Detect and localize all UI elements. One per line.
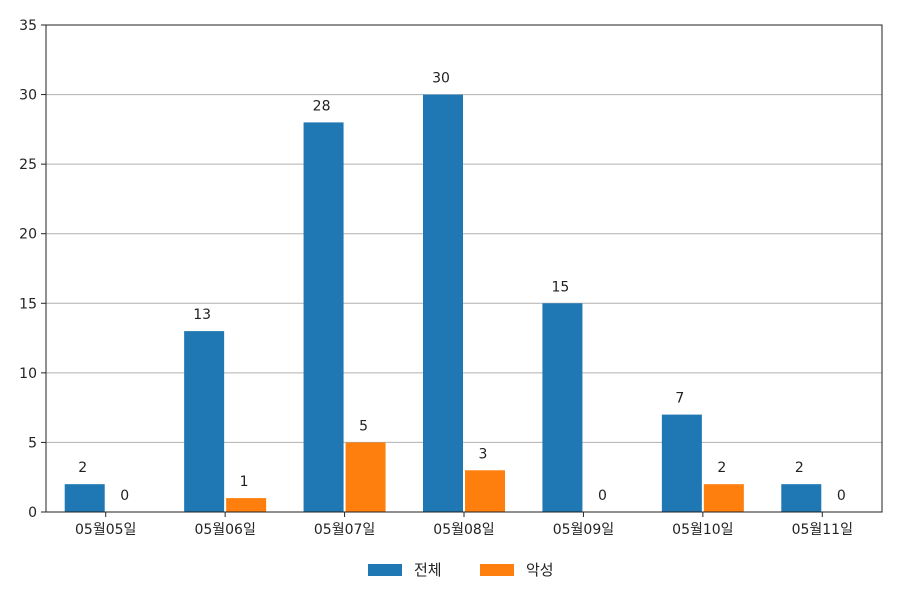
x-tick-label: 05월07일 [314, 522, 375, 538]
x-tick-label: 05월11일 [792, 522, 853, 538]
data-label: 2 [78, 460, 87, 476]
x-tick-label: 05월10일 [672, 522, 733, 538]
bar-total [184, 331, 225, 512]
bar-total [303, 122, 344, 513]
data-labels: 2 0 13 1 28 5 30 3 15 0 7 2 2 0 [78, 71, 845, 504]
data-label: 0 [837, 488, 846, 504]
y-tick-label: 20 [19, 227, 37, 243]
legend-swatch [480, 564, 514, 576]
data-label: 30 [432, 71, 450, 87]
data-label: 5 [359, 418, 368, 434]
bar-malicious [703, 484, 744, 512]
legend-label: 악성 [526, 561, 554, 579]
data-label: 13 [193, 307, 211, 323]
data-label: 15 [552, 279, 570, 295]
y-tick-label: 5 [28, 435, 37, 451]
data-label: 2 [795, 460, 804, 476]
x-tick-label: 05월09일 [553, 522, 614, 538]
legend-label: 전체 [414, 561, 442, 579]
legend: 전체 악성 [368, 561, 554, 579]
x-tick-label: 05월06일 [194, 522, 255, 538]
data-label: 7 [675, 391, 684, 407]
bar-total [542, 303, 583, 512]
data-label: 2 [717, 460, 726, 476]
grid-lines [46, 94, 882, 443]
bar-malicious [345, 442, 386, 512]
y-tick-label: 10 [19, 366, 37, 382]
y-axis: 0 5 10 15 20 25 30 35 [19, 18, 46, 521]
x-tick-label: 05월08일 [433, 522, 494, 538]
bar-total [64, 484, 105, 512]
data-label: 0 [120, 488, 129, 504]
legend-swatch [368, 564, 402, 576]
y-tick-label: 25 [19, 157, 37, 173]
y-tick-label: 0 [28, 505, 37, 521]
y-tick-label: 30 [19, 88, 37, 104]
bar-total [661, 414, 702, 512]
y-tick-label: 15 [19, 296, 37, 312]
bar-malicious [226, 498, 267, 512]
data-label: 28 [313, 98, 331, 114]
x-tick-label: 05월05일 [75, 522, 136, 538]
bar-total [781, 484, 822, 512]
bars [64, 94, 822, 513]
data-label: 1 [240, 474, 249, 490]
data-label: 0 [598, 488, 607, 504]
data-label: 3 [479, 446, 488, 462]
bar-total [423, 94, 463, 513]
y-tick-label: 35 [19, 18, 37, 34]
x-axis: 05월05일 05월06일 05월07일 05월08일 05월09일 05월10일 05월1… [75, 512, 853, 538]
plot-frame [45, 24, 883, 513]
bar-malicious [465, 470, 505, 512]
